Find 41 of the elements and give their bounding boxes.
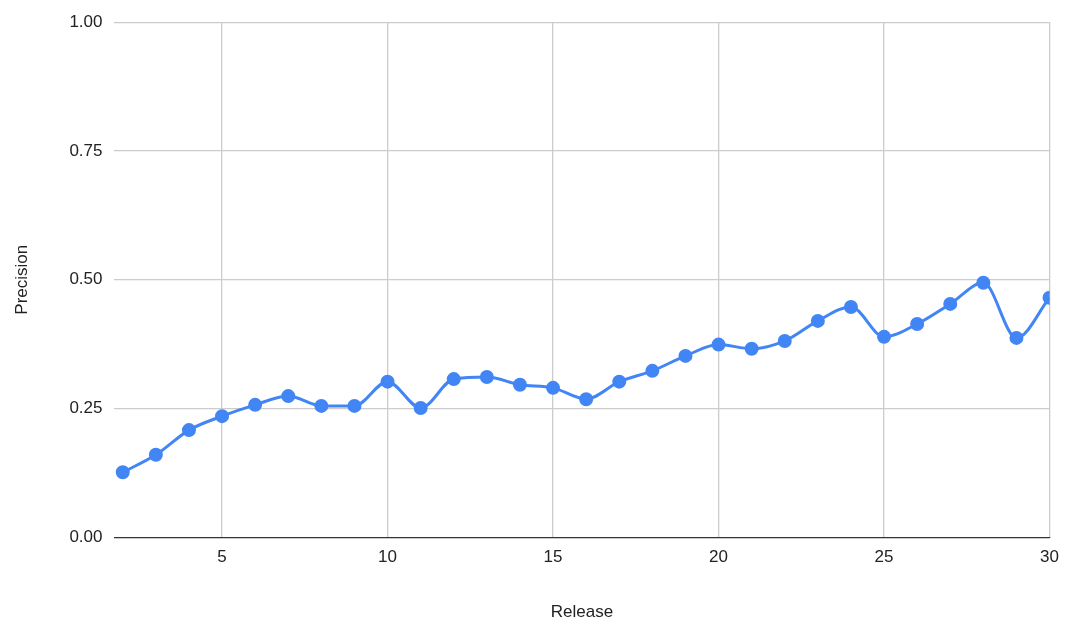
x-tick-label: 10 [378, 547, 398, 567]
point [347, 398, 362, 413]
point [281, 389, 296, 404]
point [645, 363, 660, 378]
point [479, 370, 494, 385]
point [843, 300, 858, 314]
x-tick-label: 5 [217, 547, 227, 567]
point [678, 348, 693, 363]
point [810, 313, 825, 328]
y-tick-label: 1.00 [69, 11, 103, 31]
x-axis-title: Release [550, 602, 614, 622]
point [1009, 330, 1024, 345]
y-tick-label: 0.75 [69, 140, 103, 160]
point [148, 447, 163, 462]
point [711, 337, 726, 352]
point [546, 380, 561, 395]
point [877, 329, 892, 344]
point [910, 316, 925, 331]
x-tick-label: 25 [874, 547, 894, 567]
point [380, 374, 395, 389]
point [215, 409, 230, 424]
point [413, 400, 428, 415]
point [115, 465, 130, 480]
y-axis-title: Precision [11, 244, 31, 315]
point [744, 341, 759, 356]
x-tick-label: 30 [1040, 547, 1060, 567]
y-tick-label: 0.25 [69, 398, 103, 418]
point [446, 372, 461, 387]
point [314, 398, 329, 413]
x-tick-label: 15 [543, 547, 563, 567]
point [579, 392, 594, 407]
point [777, 333, 792, 348]
point [943, 296, 958, 311]
point [181, 423, 196, 438]
y-tick-label: 0.00 [69, 526, 103, 546]
y-tick-label: 0.50 [69, 269, 103, 289]
point [248, 397, 263, 412]
point [512, 377, 527, 392]
point [976, 275, 991, 290]
point [612, 374, 627, 389]
x-tick-label: 20 [709, 547, 729, 567]
